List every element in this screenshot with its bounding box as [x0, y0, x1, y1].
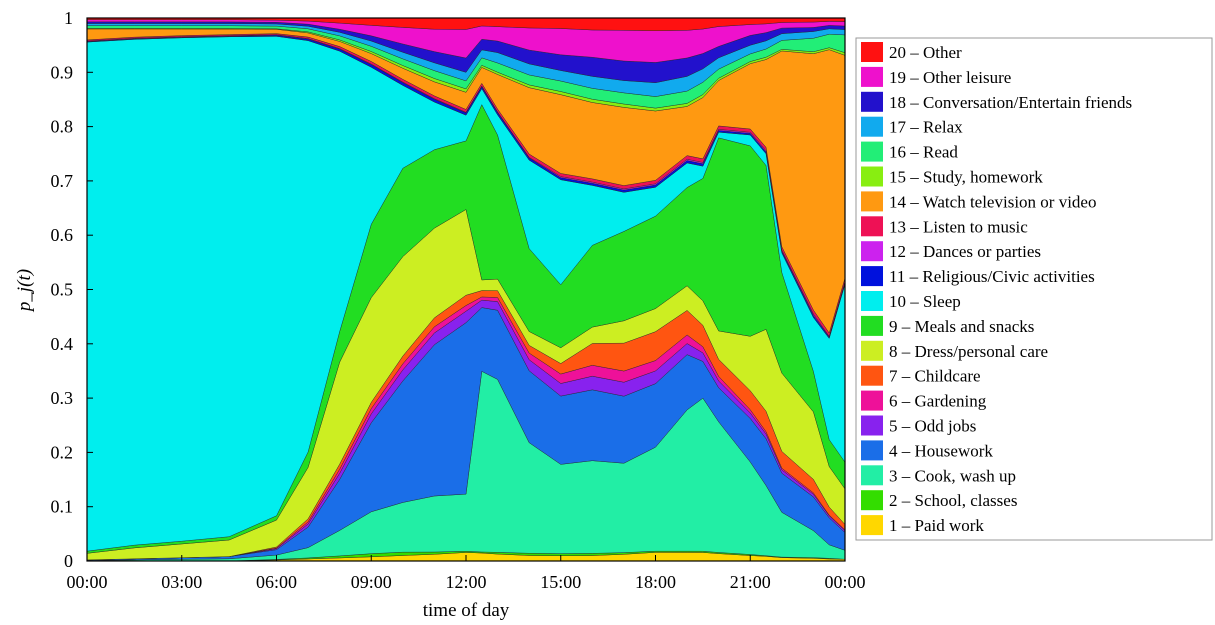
y-tick-label: 1 — [64, 8, 73, 28]
legend-swatch — [861, 515, 883, 536]
legend-swatch — [861, 340, 883, 361]
y-tick-label: 0.1 — [51, 497, 74, 517]
legend-swatch — [861, 365, 883, 386]
y-tick-label: 0.2 — [51, 442, 74, 462]
legend-swatch — [861, 465, 883, 486]
legend-label: 13 – Listen to music — [889, 217, 1028, 236]
legend-label: 8 – Dress/personal care — [889, 342, 1048, 361]
legend-swatch — [861, 390, 883, 411]
x-tick-label: 06:00 — [256, 572, 297, 592]
legend-label: 12 – Dances or parties — [889, 242, 1041, 261]
legend-swatch — [861, 216, 883, 237]
legend-swatch — [861, 191, 883, 212]
x-axis: 00:00 03:00 06:00 09:00 12:00 15:00 18:00 21:00… — [66, 555, 866, 592]
y-tick-label: 0.8 — [51, 117, 74, 137]
y-axis-title: p_j(t) — [14, 269, 35, 313]
x-tick-label: 12:00 — [445, 572, 486, 592]
legend-label: 20 – Other — [889, 43, 962, 62]
x-axis-title: time of day — [423, 600, 510, 621]
legend: 20 – Other 19 – Other leisure 18 – Convers… — [855, 37, 1213, 541]
y-tick-label: 0.7 — [51, 171, 74, 191]
legend-label: 11 – Religious/Civic activities — [889, 267, 1095, 286]
legend-label: 5 – Odd jobs — [889, 417, 976, 436]
legend-swatch — [861, 291, 883, 311]
legend-swatch — [861, 66, 883, 87]
legend-label: 3 – Cook, wash up — [889, 466, 1016, 485]
legend-label: 17 – Relax — [889, 118, 963, 137]
x-tick-label: 18:00 — [635, 572, 676, 592]
x-tick-label: 15:00 — [540, 572, 581, 592]
y-tick-label: 0.9 — [51, 62, 74, 82]
legend-swatch — [861, 315, 883, 336]
y-tick-label: 0 — [64, 551, 73, 571]
legend-box — [855, 37, 1213, 541]
legend-label: 4 – Housework — [889, 441, 993, 460]
legend-swatch — [861, 490, 883, 511]
y-tick-label: 0.4 — [51, 334, 74, 354]
x-tick-label: 00:00 — [66, 572, 107, 592]
y-tick-label: 0.3 — [51, 388, 74, 408]
y-tick-label: 0.5 — [51, 280, 74, 300]
legend-label: 2 – School, classes — [889, 491, 1017, 510]
legend-label: 18 – Conversation/Entertain friends — [889, 93, 1132, 112]
x-tick-label: 21:00 — [730, 572, 771, 592]
legend-label: 15 – Study, homework — [889, 168, 1043, 187]
legend-swatch — [861, 241, 883, 262]
x-tick-label: 09:00 — [351, 572, 392, 592]
legend-label: 9 – Meals and snacks — [889, 317, 1034, 336]
legend-label: 14 – Watch television or video — [889, 192, 1096, 211]
x-tick-label: 03:00 — [161, 572, 202, 592]
x-tick-label: 00:00 — [824, 572, 865, 592]
legend-label: 7 – Childcare — [889, 367, 981, 386]
legend-label: 16 – Read — [889, 143, 958, 162]
legend-swatch — [861, 166, 883, 187]
legend-label: 6 – Gardening — [889, 392, 987, 411]
area-layers — [86, 17, 846, 562]
legend-swatch — [861, 415, 883, 436]
legend-label: 1 – Paid work — [889, 516, 984, 535]
legend-swatch — [861, 116, 883, 137]
legend-swatch — [861, 91, 883, 112]
y-tick-label: 0.6 — [51, 225, 74, 245]
legend-swatch — [861, 42, 883, 62]
legend-swatch — [861, 141, 883, 162]
legend-swatch — [861, 440, 883, 461]
y-axis: 0 0.1 0.2 0.3 0.4 0.5 0.6 0.7 0.8 0.9 1 — [51, 8, 93, 571]
legend-swatch — [861, 266, 883, 287]
legend-label: 10 – Sleep — [889, 292, 961, 311]
legend-label: 19 – Other leisure — [889, 68, 1011, 87]
